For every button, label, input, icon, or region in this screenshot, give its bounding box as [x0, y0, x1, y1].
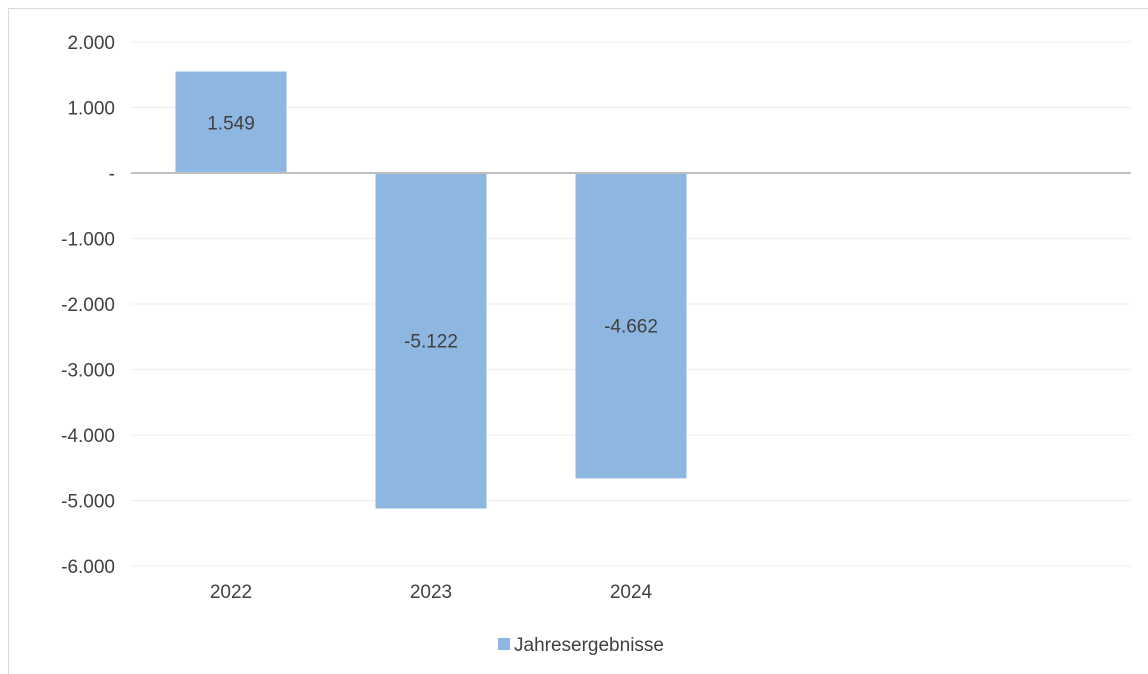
legend: Jahresergebnisse [498, 635, 664, 656]
x-axis-ticks: 2022 2023 2024 [210, 582, 653, 603]
x-tick-label: 2024 [610, 582, 653, 603]
y-tick-label: -4.000 [61, 426, 115, 447]
y-tick-label: 1.000 [67, 99, 115, 120]
y-axis-ticks: 2.000 1.000 - -1.000 -2.000 -3.000 -4.000 -5.00… [61, 33, 115, 578]
x-tick-label: 2023 [410, 582, 452, 603]
data-labels: 1.549 -5.122 -4.662 [207, 113, 658, 352]
data-label-2023: -5.122 [404, 332, 458, 353]
y-tick-label: -5.000 [61, 492, 115, 513]
x-tick-label: 2022 [210, 582, 252, 603]
bars [175, 71, 687, 509]
legend-label-jahresergebnisse: Jahresergebnisse [514, 635, 664, 656]
y-tick-label: -6.000 [61, 557, 115, 578]
data-label-2024: -4.662 [604, 317, 658, 338]
bar-2022 [175, 71, 287, 173]
bar-2024 [575, 173, 687, 479]
y-tick-label: -3.000 [61, 361, 115, 382]
y-tick-label: 2.000 [67, 33, 115, 54]
legend-swatch-jahresergebnisse [498, 638, 510, 650]
y-tick-label: -1.000 [61, 230, 115, 251]
data-label-2022: 1.549 [207, 113, 255, 134]
bar-2023 [375, 173, 487, 509]
y-tick-label: - [109, 164, 115, 185]
y-tick-label: -2.000 [61, 295, 115, 316]
